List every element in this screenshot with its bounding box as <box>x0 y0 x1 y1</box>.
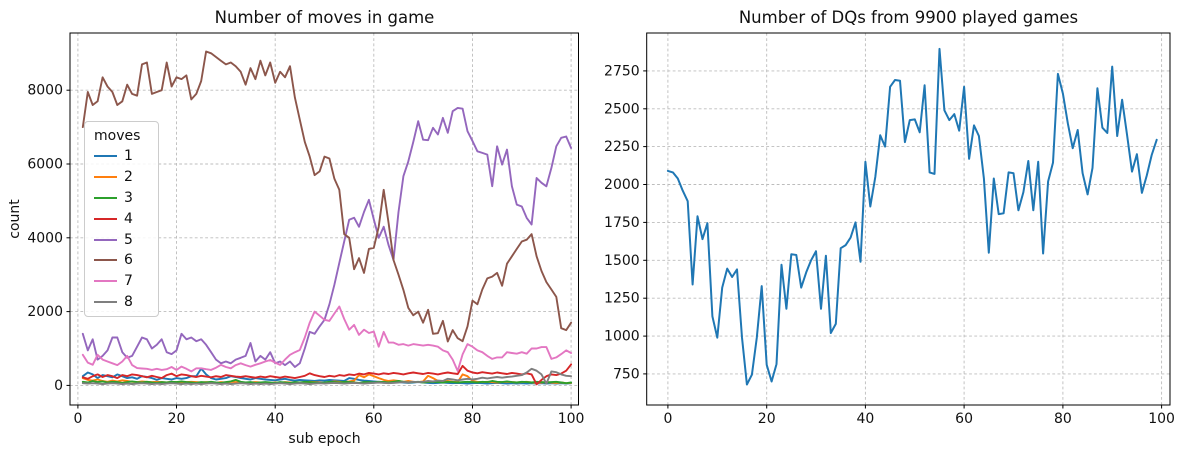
legend-entry: 2 <box>94 167 152 188</box>
line-chart-dqs: 0 20 40 60 80 100 750 1000 1250 1500 1750 2000 2250 2… <box>604 32 1175 427</box>
svg-text:0: 0 <box>73 411 82 427</box>
legend-entry-label: 1 <box>124 148 133 165</box>
legend-line-swatch <box>94 196 117 199</box>
legend-entry: 7 <box>94 271 152 292</box>
x-axis-label: sub epoch <box>288 431 361 447</box>
svg-text:60: 60 <box>365 411 383 427</box>
legend-entry-label: 5 <box>124 231 133 248</box>
svg-text:2750: 2750 <box>604 63 640 79</box>
legend-line-swatch <box>94 238 117 241</box>
svg-text:20: 20 <box>168 411 186 427</box>
svg-text:1500: 1500 <box>604 253 640 269</box>
svg-text:100: 100 <box>1148 411 1175 427</box>
svg-text:100: 100 <box>558 411 585 427</box>
svg-text:0: 0 <box>54 378 63 394</box>
legend-line-swatch <box>94 280 117 283</box>
svg-text:1250: 1250 <box>604 291 640 307</box>
svg-text:40: 40 <box>856 411 874 427</box>
svg-text:1000: 1000 <box>604 329 640 345</box>
svg-text:0: 0 <box>663 411 672 427</box>
legend-entry: 8 <box>94 292 152 313</box>
svg-text:40: 40 <box>266 411 284 427</box>
svg-text:6000: 6000 <box>27 157 63 173</box>
legend-entry-label: 6 <box>124 252 133 269</box>
legend-line-swatch <box>94 155 117 158</box>
legend-entry: 1 <box>94 146 152 167</box>
svg-text:2000: 2000 <box>27 304 63 320</box>
svg-text:80: 80 <box>1054 411 1072 427</box>
y-axis-label: count <box>7 199 23 239</box>
legend-title: moves <box>94 128 141 144</box>
legend-entry: 3 <box>94 188 152 209</box>
legend-entry: 6 <box>94 250 152 271</box>
svg-text:8000: 8000 <box>27 83 63 99</box>
legend-entry: 4 <box>94 208 152 229</box>
chart-title-dqs: Number of DQs from 9900 played games <box>738 8 1079 27</box>
chart-title-moves: Number of moves in game <box>214 8 435 27</box>
svg-text:60: 60 <box>955 411 973 427</box>
legend-entry: 5 <box>94 229 152 250</box>
legend-entry-label: 3 <box>124 189 133 206</box>
legend: moves 1 2 3 4 5 6 7 8 <box>84 121 159 318</box>
svg-text:750: 750 <box>613 366 640 382</box>
svg-text:4000: 4000 <box>27 230 63 246</box>
legend-entry-label: 8 <box>124 293 133 310</box>
legend-line-swatch <box>94 300 117 303</box>
legend-line-swatch <box>94 259 117 262</box>
line-chart-moves: 0 20 40 60 80 100 0 2000 4000 6000 8000 <box>27 32 585 427</box>
svg-text:80: 80 <box>464 411 482 427</box>
svg-text:20: 20 <box>758 411 776 427</box>
legend-entry-label: 2 <box>124 169 133 186</box>
legend-line-swatch <box>94 176 117 179</box>
legend-entry-label: 4 <box>124 210 133 227</box>
legend-entries: 1 2 3 4 5 6 7 8 <box>94 146 152 312</box>
legend-line-swatch <box>94 217 117 220</box>
svg-text:2500: 2500 <box>604 101 640 117</box>
svg-text:2250: 2250 <box>604 139 640 155</box>
svg-text:2000: 2000 <box>604 177 640 193</box>
legend-entry-label: 7 <box>124 273 133 290</box>
svg-text:1750: 1750 <box>604 215 640 231</box>
